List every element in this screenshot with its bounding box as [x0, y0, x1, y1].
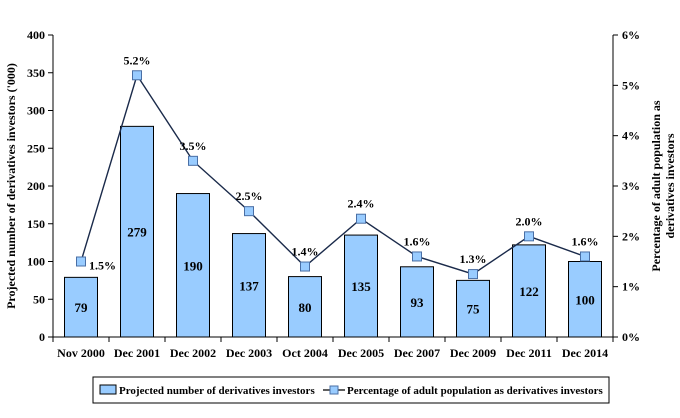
bar-value-label: 137: [239, 278, 259, 293]
line-value-label: 2.0%: [516, 214, 543, 228]
line-value-label: 2.5%: [236, 189, 263, 203]
line-point: [356, 213, 366, 224]
bar: [568, 261, 602, 338]
legend-frame: [92, 376, 610, 404]
axes: 0 50 100 150 200 250 300 350 400 0% 1% 2% 3% 4% 5% 6% No…: [27, 28, 640, 360]
bar-value-label: 79: [75, 300, 89, 315]
bar: [344, 234, 378, 338]
x-tick-label: Dec 2001: [114, 346, 160, 360]
x-tick-label: Dec 2003: [226, 346, 272, 360]
y-tick-label: 250: [27, 141, 45, 155]
x-tick-label: Dec 2014: [562, 346, 608, 360]
bar-value-label: 190: [183, 258, 203, 273]
bar: [64, 276, 98, 338]
legend-bar-label: Projected number of derivatives investor…: [119, 385, 315, 397]
line-value-label: 1.6%: [572, 234, 599, 248]
x-tick-label: Dec 2009: [450, 346, 496, 360]
bar: [232, 233, 266, 338]
x-tick-label: Dec 2005: [338, 346, 384, 360]
y2-axis-title-line2: derivatives investors: [663, 133, 677, 238]
line-point: [188, 155, 198, 166]
x-tick-label: Dec 2007: [394, 346, 440, 360]
y-tick-label: 400: [27, 28, 45, 42]
line-value-label: 2.4%: [348, 197, 375, 211]
line-point: [76, 256, 86, 267]
y-tick-label: 300: [27, 104, 45, 118]
bar-value-label: 135: [351, 279, 371, 294]
bar: [120, 125, 154, 338]
line-value-label: 5.2%: [124, 53, 151, 67]
line-value-label: 1.4%: [292, 245, 319, 259]
y-tick-label: 350: [27, 66, 45, 80]
y-axis-title: Projected number of derivatives investor…: [4, 63, 18, 309]
y2-tick-label: 5%: [622, 78, 640, 92]
line-value-label: 3.5%: [180, 139, 207, 153]
bar-value-label: 279: [127, 225, 147, 240]
line-value-label: 1.5%: [89, 259, 116, 273]
x-tick-label: Nov 2000: [57, 346, 105, 360]
bar-value-label: 122: [519, 284, 539, 299]
y2-tick-label: 0%: [622, 330, 640, 344]
x-tick-label: Dec 2011: [506, 346, 552, 360]
line-value-label: 1.3%: [460, 252, 487, 266]
bar-value-label: 100: [575, 292, 595, 307]
bar-series: [64, 125, 602, 338]
y-tick-label: 100: [27, 255, 45, 269]
line-point: [300, 261, 310, 272]
line-series: [76, 70, 590, 280]
line-value-label: 1.6%: [404, 234, 431, 248]
bar: [456, 279, 490, 338]
legend: Projected number of derivatives investor…: [92, 376, 610, 404]
y2-tick-label: 1%: [622, 280, 640, 294]
y-tick-label: 200: [27, 179, 45, 193]
legend-bar-swatch: [99, 384, 117, 395]
x-tick-label: Oct 2004: [282, 346, 328, 360]
line-point: [468, 269, 478, 280]
y-tick-label: 0: [39, 330, 45, 344]
data-labels: 79 279 190 137 80 135 93 75 122 100 1.5% 5.2% 3.5% 2.…: [75, 53, 599, 316]
line-point: [580, 251, 590, 262]
bar-value-label: 93: [411, 295, 425, 310]
legend-line-marker: [329, 385, 339, 395]
line-point: [244, 206, 254, 217]
bar-value-label: 75: [467, 302, 481, 317]
y-tick-label: 150: [27, 217, 45, 231]
y2-tick-label: 2%: [622, 229, 640, 243]
line-point: [132, 70, 142, 81]
bar-value-label: 80: [299, 300, 312, 315]
bar: [176, 193, 210, 338]
line-point: [412, 251, 422, 262]
x-tick-label: Dec 2002: [170, 346, 216, 360]
y2-tick-label: 4%: [622, 129, 640, 143]
y2-tick-label: 3%: [622, 179, 640, 193]
y2-axis-title-line1: Percentage of adult population as: [649, 100, 663, 271]
line-path: [80, 73, 586, 275]
y-tick-label: 50: [33, 292, 45, 306]
y2-tick-label: 6%: [622, 28, 640, 42]
line-point: [524, 231, 534, 242]
legend-line-label: Percentage of adult population as deriva…: [347, 385, 604, 397]
